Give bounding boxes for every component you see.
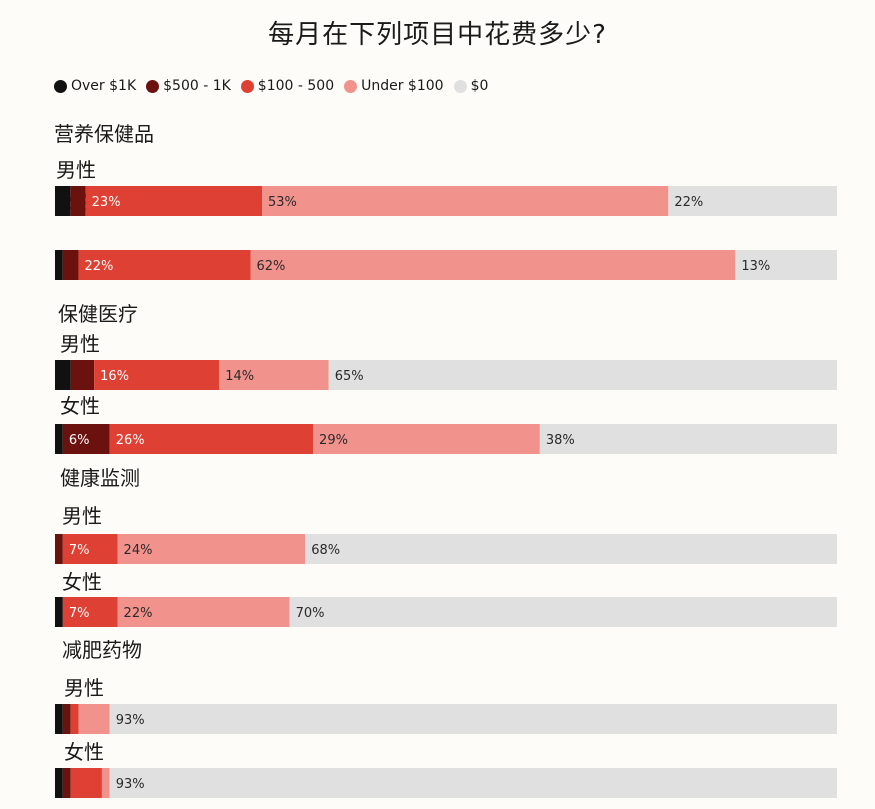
legend-item: $100 - 500 — [240, 78, 335, 94]
bar-segment — [62, 768, 71, 798]
category-label: 保健医疗 — [58, 302, 138, 326]
bar-label: 男性 — [56, 158, 96, 182]
data-label: 53% — [268, 195, 297, 210]
bar-segment — [668, 186, 837, 216]
bar-segment — [78, 250, 251, 280]
bar-segment — [78, 704, 110, 734]
bar-segment — [70, 768, 102, 798]
bar-segment — [109, 704, 838, 734]
bar-segment — [55, 360, 71, 390]
data-label: 70% — [296, 606, 325, 621]
data-label: 24% — [124, 543, 153, 558]
data-label: 23% — [92, 195, 121, 210]
bar-segment — [70, 704, 79, 734]
legend-item: Over $1K — [54, 78, 136, 94]
legend-item: $500 - 1K — [146, 78, 231, 94]
bar-segment — [94, 360, 220, 390]
bar-segment — [328, 360, 837, 390]
legend-item: Under $100 — [344, 78, 444, 94]
bar-segment — [101, 768, 110, 798]
bar-segment — [539, 424, 837, 454]
data-label: 93% — [116, 777, 145, 792]
bar-segment — [219, 360, 329, 390]
data-label: 22% — [674, 195, 703, 210]
legend-swatch — [146, 79, 160, 93]
bar-label: 男性 — [64, 676, 104, 700]
category-label: 健康监测 — [60, 466, 140, 490]
bar-segment — [250, 250, 736, 280]
bar-segment — [117, 597, 290, 627]
category-label: 营养保健品 — [54, 122, 154, 146]
data-label: 22% — [124, 606, 153, 621]
bar-label: 男性 — [62, 504, 102, 528]
data-label: 16% — [100, 369, 129, 384]
chart-title: 每月在下列项目中花费多少? — [268, 20, 607, 50]
legend-swatch — [54, 79, 67, 93]
bar-segment — [55, 534, 63, 564]
legend-swatch — [240, 79, 254, 93]
legend-label: $500 - 1K — [163, 78, 231, 94]
legend-label: $100 - 500 — [257, 78, 335, 94]
bar-segment — [55, 704, 63, 734]
bar-segment — [62, 424, 110, 454]
bar-segment — [289, 597, 838, 627]
bar-segment — [313, 424, 540, 454]
bar-segment — [62, 534, 118, 564]
data-label: 68% — [311, 543, 340, 558]
bar-segment — [85, 186, 263, 216]
legend: Over $1K $500 - 1K $100 - 500 Under $100 $0 — [54, 78, 498, 94]
legend-swatch — [344, 79, 358, 93]
data-label: 38% — [546, 433, 575, 448]
bar-label: 女性 — [60, 394, 100, 418]
data-label: 14% — [225, 369, 254, 384]
data-label: 7% — [69, 606, 90, 621]
legend-swatch — [453, 79, 467, 93]
data-label: 93% — [116, 713, 145, 728]
data-label: 62% — [257, 259, 286, 274]
bar-label: 男性 — [60, 332, 100, 356]
data-label: 26% — [116, 433, 145, 448]
legend-label: $0 — [470, 78, 489, 94]
bar-segment — [117, 534, 306, 564]
bar-segment — [55, 250, 63, 280]
bar-segment — [70, 186, 86, 216]
category-label: 减肥药物 — [62, 638, 142, 662]
bar-segment — [55, 768, 63, 798]
bar-segment — [305, 534, 837, 564]
data-label: 13% — [741, 259, 770, 274]
bar-label: 女性 — [64, 740, 104, 764]
bar-segment — [62, 250, 79, 280]
data-label: 6% — [69, 433, 90, 448]
bar-segment — [109, 424, 314, 454]
bar-segment — [55, 424, 63, 454]
data-label: 22% — [84, 259, 113, 274]
legend-item: $0 — [453, 78, 489, 94]
bar-label: 女性 — [62, 570, 102, 594]
legend-label: Under $100 — [361, 78, 444, 94]
bar-segment — [62, 704, 71, 734]
data-label: 65% — [335, 369, 364, 384]
bar-segment — [55, 597, 63, 627]
data-label: 7% — [69, 543, 90, 558]
bar-segment — [735, 250, 837, 280]
data-label: 29% — [319, 433, 348, 448]
bar-segment — [55, 186, 71, 216]
bar-segment — [70, 360, 95, 390]
bar-segment — [62, 597, 118, 627]
bar-segment — [109, 768, 838, 798]
legend-label: Over $1K — [71, 78, 137, 94]
bar-segment — [262, 186, 669, 216]
